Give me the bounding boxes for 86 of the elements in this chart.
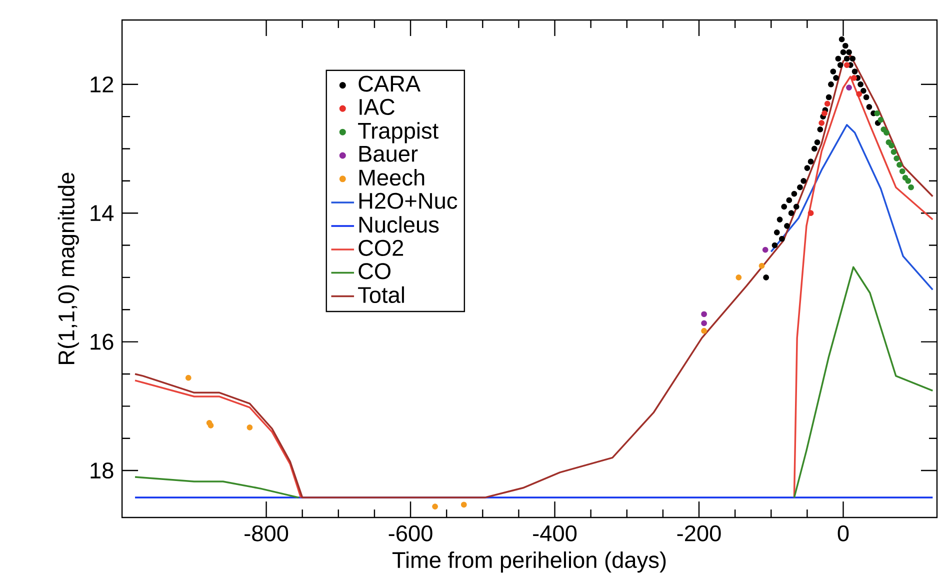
point — [763, 274, 770, 280]
point — [701, 328, 707, 334]
point — [781, 204, 788, 210]
point — [811, 146, 818, 152]
point — [850, 56, 856, 62]
point — [460, 502, 467, 508]
line-series — [770, 124, 934, 290]
point — [835, 56, 842, 62]
point — [851, 74, 857, 81]
y-tick-label: 14 — [90, 205, 114, 221]
point — [800, 178, 807, 184]
point — [833, 74, 839, 81]
x-tick-label: -600 — [388, 525, 432, 542]
point — [824, 100, 830, 107]
point — [822, 110, 828, 116]
point — [817, 126, 824, 132]
point — [888, 142, 894, 148]
point — [185, 374, 192, 381]
point — [874, 110, 880, 116]
legend-label: CO2 — [358, 240, 404, 256]
point — [884, 130, 890, 136]
legend-label: Bauer — [359, 146, 418, 162]
point — [838, 36, 845, 42]
point — [878, 116, 884, 123]
point — [844, 56, 850, 62]
y-tick-label: 18 — [90, 462, 114, 478]
point — [896, 162, 902, 168]
point — [208, 422, 214, 428]
y-tick-label: 16 — [90, 334, 114, 350]
point — [818, 120, 825, 126]
legend-label: H2O+Nuc — [359, 192, 458, 209]
point — [858, 81, 864, 88]
point — [808, 158, 814, 164]
point — [762, 246, 768, 253]
legend-label: IAC — [360, 98, 395, 115]
point — [736, 274, 742, 280]
point — [804, 165, 810, 171]
y-axis-title: R(1,1,0) magnitude — [58, 172, 79, 364]
point — [814, 139, 820, 146]
legend-label: CO — [358, 263, 390, 280]
point — [701, 311, 707, 317]
point — [852, 68, 858, 74]
point — [774, 229, 780, 236]
point — [784, 222, 790, 229]
point — [894, 155, 900, 162]
point — [828, 81, 834, 88]
x-tick-label: -200 — [677, 525, 721, 542]
x-tick-label: -400 — [533, 525, 577, 542]
point — [778, 236, 785, 242]
point — [808, 210, 814, 216]
point — [840, 49, 846, 56]
point — [772, 242, 778, 248]
point — [860, 88, 866, 94]
legend-label: Trappist — [358, 122, 438, 144]
point — [793, 204, 800, 210]
point — [908, 184, 914, 190]
point — [837, 62, 844, 68]
x-tick-label: 0 — [838, 525, 849, 542]
point — [246, 424, 253, 430]
point — [830, 68, 836, 74]
y-tick-label: 12 — [90, 76, 114, 92]
point — [701, 320, 707, 326]
point — [786, 197, 792, 204]
point — [846, 49, 852, 56]
legend-label: Total — [358, 286, 404, 303]
x-tick-label: -800 — [244, 525, 288, 542]
legend-label: Meech — [359, 168, 424, 186]
point — [842, 42, 848, 49]
point — [899, 168, 906, 174]
point — [890, 148, 897, 155]
point — [797, 184, 803, 190]
point — [844, 62, 850, 68]
legend-label: CARA — [358, 76, 421, 92]
point — [863, 94, 870, 100]
point — [791, 190, 798, 197]
point — [758, 262, 765, 269]
point — [856, 90, 862, 97]
point — [846, 84, 852, 90]
point — [866, 104, 872, 110]
point — [776, 216, 783, 222]
point — [788, 210, 794, 216]
legend-label: Nucleus — [359, 216, 439, 233]
point — [826, 94, 832, 100]
point — [432, 504, 438, 510]
point — [905, 178, 912, 184]
x-axis-title: Time from perihelion (days) — [392, 551, 666, 572]
